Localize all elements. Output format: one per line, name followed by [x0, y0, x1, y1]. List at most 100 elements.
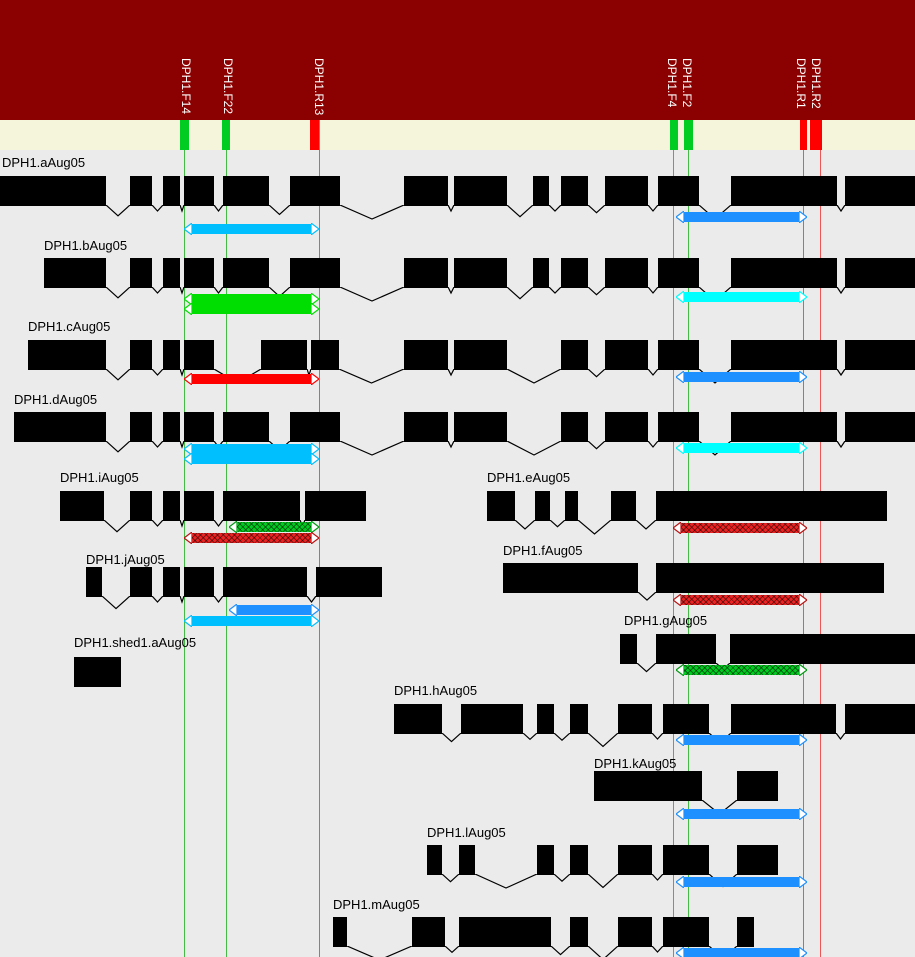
exon-box[interactable] — [565, 491, 578, 521]
exon-box[interactable] — [130, 258, 152, 288]
amplicon-d-2[interactable] — [184, 453, 319, 465]
amplicon-b-0[interactable] — [676, 291, 807, 303]
exon-box[interactable] — [163, 340, 180, 370]
exon-box[interactable] — [533, 258, 549, 288]
exon-box[interactable] — [223, 176, 269, 206]
exon-box[interactable] — [570, 845, 588, 875]
track-label-e[interactable]: DPH1.eAug05 — [487, 470, 571, 485]
gene-model-l[interactable] — [0, 845, 915, 875]
amplicon-j-0[interactable] — [229, 604, 319, 616]
exon-box[interactable] — [316, 567, 382, 597]
exon-box[interactable] — [731, 340, 837, 370]
exon-box[interactable] — [594, 771, 702, 801]
exon-box[interactable] — [658, 340, 699, 370]
track-label-b[interactable]: DPH1.bAug05 — [44, 238, 128, 253]
exon-box[interactable] — [427, 845, 442, 875]
amplicon-c-1[interactable] — [184, 373, 319, 385]
exon-box[interactable] — [561, 412, 588, 442]
exon-box[interactable] — [74, 657, 121, 687]
exon-box[interactable] — [656, 491, 887, 521]
exon-box[interactable] — [290, 176, 340, 206]
exon-box[interactable] — [454, 176, 507, 206]
exon-box[interactable] — [561, 340, 588, 370]
exon-box[interactable] — [163, 176, 180, 206]
exon-box[interactable] — [656, 563, 884, 593]
gene-model-j[interactable] — [0, 567, 915, 597]
exon-box[interactable] — [737, 771, 778, 801]
amplicon-g-0[interactable] — [676, 664, 807, 676]
track-label-l[interactable]: DPH1.lAug05 — [427, 825, 506, 840]
exon-box[interactable] — [663, 845, 709, 875]
exon-box[interactable] — [731, 176, 837, 206]
exon-box[interactable] — [535, 491, 550, 521]
amplicon-h-0[interactable] — [676, 734, 807, 746]
track-label-f[interactable]: DPH1.fAug05 — [503, 543, 583, 558]
gene-model-d[interactable] — [0, 412, 915, 442]
exon-box[interactable] — [454, 258, 507, 288]
exon-box[interactable] — [605, 412, 648, 442]
exon-box[interactable] — [404, 412, 448, 442]
amplicon-c-0[interactable] — [676, 371, 807, 383]
exon-box[interactable] — [533, 176, 549, 206]
track-label-h[interactable]: DPH1.hAug05 — [394, 683, 478, 698]
track-label-i[interactable]: DPH1.iAug05 — [60, 470, 139, 485]
track-label-a[interactable]: DPH1.aAug05 — [2, 155, 86, 170]
exon-box[interactable] — [184, 258, 214, 288]
exon-box[interactable] — [454, 412, 507, 442]
gene-model-b[interactable] — [0, 258, 915, 288]
exon-box[interactable] — [845, 176, 915, 206]
exon-box[interactable] — [0, 176, 106, 206]
exon-box[interactable] — [461, 704, 523, 734]
exon-box[interactable] — [618, 704, 652, 734]
exon-box[interactable] — [620, 634, 637, 664]
exon-box[interactable] — [163, 567, 180, 597]
exon-box[interactable] — [658, 176, 699, 206]
exon-box[interactable] — [731, 704, 836, 734]
exon-box[interactable] — [845, 340, 915, 370]
exon-box[interactable] — [459, 845, 475, 875]
exon-box[interactable] — [503, 563, 638, 593]
amplicon-i-1[interactable] — [184, 532, 319, 544]
gene-model-k[interactable] — [0, 771, 915, 801]
exon-box[interactable] — [605, 340, 648, 370]
exon-box[interactable] — [845, 704, 915, 734]
gene-model-shed1a[interactable] — [0, 657, 915, 687]
gene-model-f[interactable] — [0, 563, 915, 593]
track-label-j[interactable]: DPH1.jAug05 — [86, 552, 165, 567]
gene-model-m[interactable] — [0, 917, 915, 947]
track-label-g[interactable]: DPH1.gAug05 — [624, 613, 708, 628]
exon-box[interactable] — [290, 412, 340, 442]
exon-box[interactable] — [261, 340, 307, 370]
amplicon-a-0[interactable] — [676, 211, 807, 223]
exon-box[interactable] — [223, 258, 269, 288]
exon-box[interactable] — [130, 176, 152, 206]
exon-box[interactable] — [737, 845, 778, 875]
amplicon-d-1[interactable] — [184, 443, 319, 455]
exon-box[interactable] — [184, 567, 214, 597]
amplicon-k-0[interactable] — [676, 808, 807, 820]
exon-box[interactable] — [163, 491, 180, 521]
exon-box[interactable] — [537, 704, 554, 734]
amplicon-m-0[interactable] — [676, 947, 807, 957]
amplicon-f-0[interactable] — [673, 594, 807, 606]
primer-tick-dph1-r1[interactable] — [800, 120, 807, 150]
exon-box[interactable] — [845, 412, 915, 442]
exon-box[interactable] — [311, 340, 339, 370]
exon-box[interactable] — [184, 340, 214, 370]
exon-box[interactable] — [130, 491, 152, 521]
track-label-d[interactable]: DPH1.dAug05 — [14, 392, 98, 407]
track-label-k[interactable]: DPH1.kAug05 — [594, 756, 677, 771]
primer-tick-dph1-f14[interactable] — [180, 120, 189, 150]
exon-box[interactable] — [605, 258, 648, 288]
primer-tick-dph1-r2[interactable] — [810, 120, 822, 150]
exon-box[interactable] — [737, 917, 754, 947]
exon-box[interactable] — [663, 704, 709, 734]
exon-box[interactable] — [459, 917, 551, 947]
exon-box[interactable] — [663, 917, 709, 947]
amplicon-b-2[interactable] — [184, 303, 319, 315]
exon-box[interactable] — [487, 491, 515, 521]
exon-box[interactable] — [561, 258, 588, 288]
exon-box[interactable] — [261, 567, 307, 597]
exon-box[interactable] — [570, 917, 588, 947]
exon-box[interactable] — [561, 176, 588, 206]
